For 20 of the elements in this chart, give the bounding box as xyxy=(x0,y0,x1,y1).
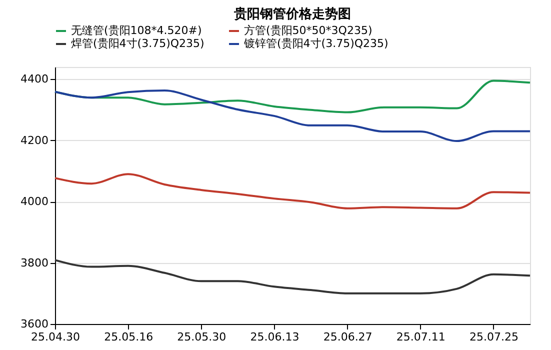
x-tick-label: 25.05.30 xyxy=(177,330,226,344)
x-tick-label: 25.06.13 xyxy=(250,330,300,344)
y-tick-label: 4000 xyxy=(20,195,48,208)
legend-label: 方管(贵阳50*50*3Q235) xyxy=(244,24,372,37)
x-tick-label: 25.06.27 xyxy=(323,330,372,344)
line-series xyxy=(54,90,531,142)
y-tick-label: 3600 xyxy=(20,318,48,330)
x-tick-label: 25.04.30 xyxy=(31,330,80,344)
y-tick-label: 4200 xyxy=(20,134,48,147)
legend-label: 焊管(贵阳4寸(3.75)Q235) xyxy=(71,37,204,50)
line-series xyxy=(54,173,531,210)
x-tick-label: 25.07.11 xyxy=(396,330,446,344)
y-tick-label: 3800 xyxy=(20,256,48,270)
chart-title: 贵阳钢管价格走势图 xyxy=(233,6,351,22)
x-tick-label: 25.07.25 xyxy=(469,330,518,344)
y-tick-label: 4400 xyxy=(20,72,48,86)
legend-label: 镀锌管(贵阳4寸(3.75)Q235) xyxy=(243,37,388,50)
x-tick-label: 25.05.16 xyxy=(104,330,154,344)
legend-label: 无缝管(贵阳108*4.520#) xyxy=(71,24,202,37)
line-series xyxy=(54,259,531,294)
